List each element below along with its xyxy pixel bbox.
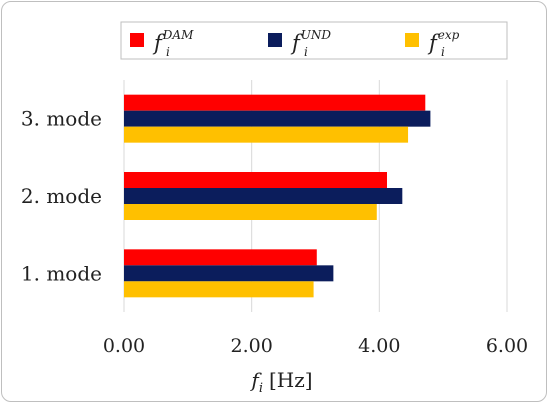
y-category-label: 3. mode	[21, 107, 102, 131]
bar-und	[124, 110, 431, 127]
legend-entry-sup: exp	[438, 28, 460, 42]
legend-entry-sup: DAM	[162, 28, 194, 42]
legend-entry-base: f	[427, 31, 440, 55]
legend-entry: fDAM	[152, 28, 194, 55]
x-tick-label: 2.00	[231, 335, 273, 357]
x-tick-label: 4.00	[358, 335, 400, 357]
x-axis-label-unit: [Hz]	[269, 368, 313, 392]
bar-dam	[124, 172, 387, 188]
bar-dam	[124, 249, 317, 266]
legend-swatch	[405, 33, 419, 47]
y-category-label: 1. mode	[21, 261, 102, 285]
legend-box	[120, 21, 508, 60]
legend-entry-sub: i	[166, 45, 170, 59]
legend-entry-sub: i	[441, 45, 445, 59]
legend-entry-sub: i	[304, 45, 308, 59]
legend-entry: fUND	[290, 28, 331, 55]
legend-entry: fexp	[427, 28, 460, 55]
legend-swatch	[130, 33, 144, 47]
bar-exp	[124, 204, 377, 220]
bar-und	[124, 188, 403, 204]
x-tick-label: 6.00	[486, 335, 528, 357]
x-axis-label: fi [Hz]	[249, 368, 312, 396]
legend-entry-base: f	[290, 31, 303, 55]
y-category-label: 2. mode	[21, 184, 102, 208]
legend-entry-base: f	[152, 31, 165, 55]
x-axis-label-sub: i	[259, 381, 263, 396]
bar-exp	[124, 126, 409, 143]
legend-swatch	[268, 33, 282, 47]
legend-entry-sup: UND	[301, 28, 332, 42]
bar-und	[124, 265, 334, 282]
x-tick-label: 0.00	[103, 335, 145, 357]
bar-dam	[124, 94, 426, 111]
bar-exp	[124, 281, 314, 298]
